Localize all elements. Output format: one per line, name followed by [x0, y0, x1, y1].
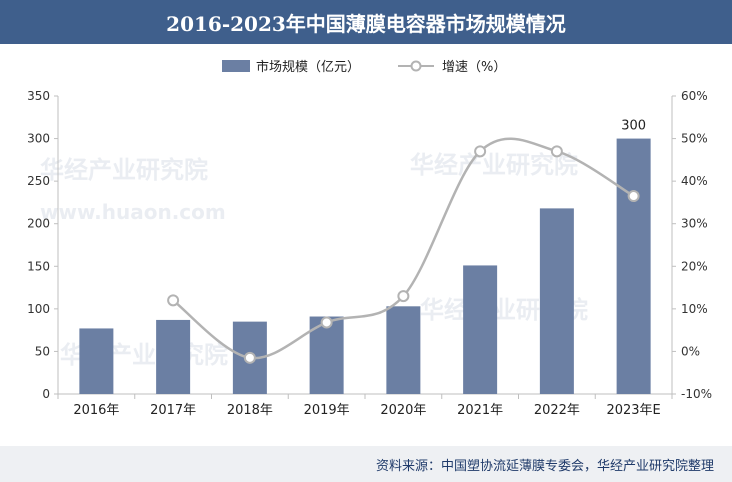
chart-canvas: 市场规模（亿元） 增速（%） 0 50 100 150 200 250 300 350 -10% 0%…	[27, 59, 712, 418]
y-right-tick-label: -10%	[681, 387, 712, 401]
bar-2020年	[386, 306, 421, 394]
y-left-tick-label: 100	[27, 302, 50, 316]
y-left-tick-label: 0	[42, 387, 50, 401]
x-tick-label: 2020年	[380, 403, 426, 418]
y-right-tick-label: 30%	[681, 217, 708, 231]
y-right-tick-label: 50%	[681, 132, 708, 146]
legend-label: 增速（%）	[442, 60, 506, 75]
y-left-tick-label: 200	[27, 217, 50, 231]
legend-swatch-marker	[410, 60, 422, 72]
y-left-tick-label: 50	[35, 344, 50, 358]
y-left-tick-label: 350	[27, 89, 50, 103]
growth-point-2018年	[243, 351, 256, 364]
x-tick-label: 2016年	[73, 403, 119, 418]
bar-2017年	[156, 319, 191, 394]
x-tick-label: 2018年	[227, 403, 273, 418]
x-tick-label: 2021年	[457, 403, 503, 418]
y-right-tick-label: 60%	[681, 89, 708, 103]
bar-2021年	[463, 265, 498, 394]
y-right-tick-label: 10%	[681, 302, 708, 316]
y-right-tick-label: 40%	[681, 174, 708, 188]
legend-label: 市场规模（亿元）	[256, 59, 360, 75]
source-text: 资料来源：中国塑协流延薄膜专委会，华经产业研究院整理	[375, 458, 714, 474]
x-tick-label: 2023年E	[606, 403, 660, 418]
growth-point-2019年	[320, 316, 333, 329]
y-left-tick-label: 250	[27, 174, 50, 188]
chart-title: 2016-2023年中国薄膜电容器市场规模情况	[0, 0, 732, 44]
y-left-tick-label: 300	[27, 132, 50, 146]
x-tick-label: 2017年	[150, 403, 196, 418]
y-right-tick-label: 20%	[681, 259, 708, 273]
growth-point-2017年	[167, 294, 180, 307]
bar-data-label: 300	[621, 119, 646, 134]
bar-2016年	[79, 328, 114, 394]
x-tick-label: 2022年	[534, 403, 580, 418]
y-left-tick-label: 150	[27, 259, 50, 273]
growth-point-2020年	[397, 290, 410, 303]
growth-point-2022年	[550, 145, 563, 158]
bar-2022年	[539, 208, 574, 394]
y-right-tick-label: 0%	[681, 344, 700, 358]
bar-2023年E	[616, 138, 651, 394]
source-note: 资料来源：中国塑协流延薄膜专委会，华经产业研究院整理	[0, 446, 732, 482]
growth-point-2021年	[474, 145, 487, 158]
growth-point-2023年E	[627, 190, 640, 203]
legend-swatch-bar	[222, 60, 250, 72]
x-tick-label: 2019年	[304, 403, 350, 418]
